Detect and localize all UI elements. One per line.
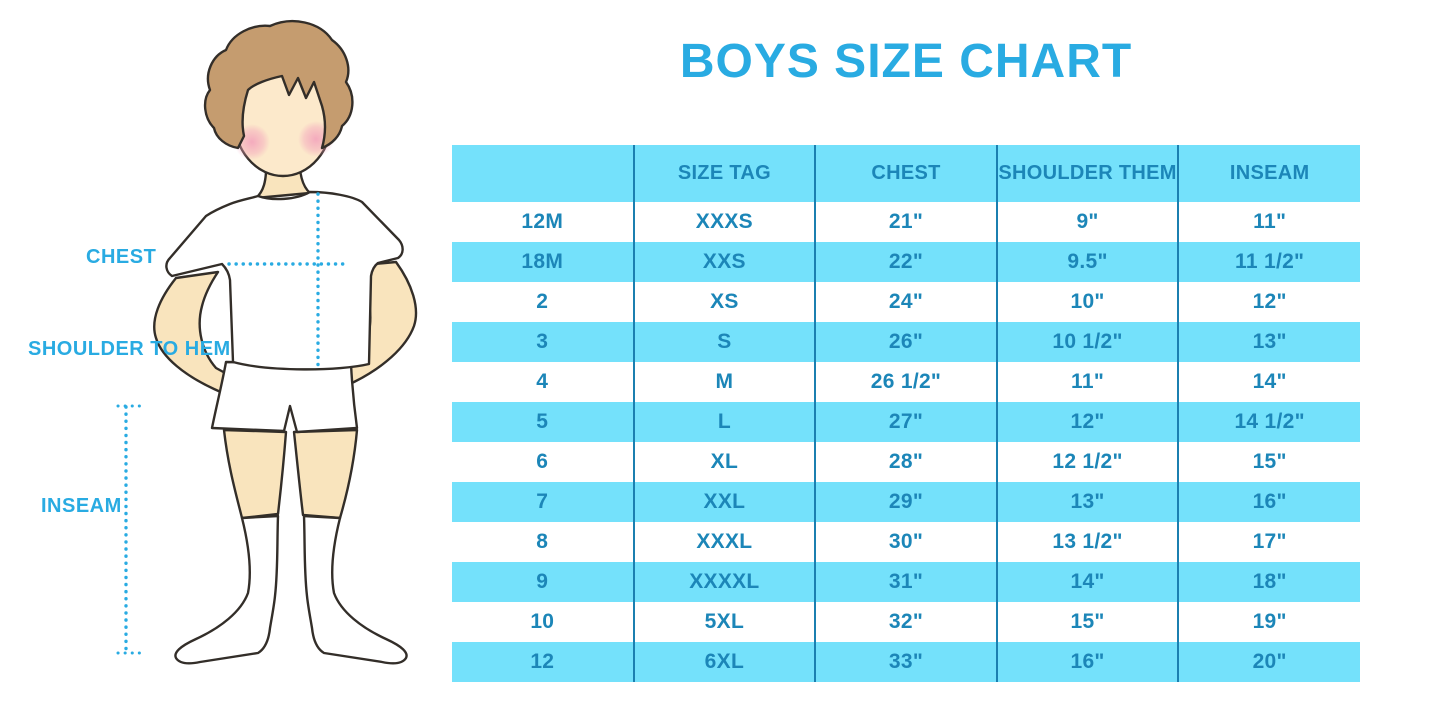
table-cell: 26" (814, 322, 997, 362)
table-row: 9 XXXXL 31" 14" 18" (452, 562, 1360, 602)
table-cell: 14" (995, 562, 1179, 602)
table-row: 10 5XL 32" 15" 19" (452, 602, 1360, 642)
table-cell: 9" (995, 202, 1179, 242)
table-cell: 10 1/2" (995, 322, 1179, 362)
table-cell: 17" (1177, 522, 1360, 562)
boy-right-leg (292, 428, 359, 520)
table-cell: M (632, 362, 816, 402)
table-row: 8 XXXL 30" 13 1/2" 17" (452, 522, 1360, 562)
table-cell: 4 (536, 370, 549, 393)
table-cell: 33" (814, 642, 997, 682)
table-row: 7 XXL 29" 13" 16" (452, 482, 1360, 522)
table-cell: 12" (1177, 282, 1360, 322)
column-header: INSEAM (1177, 145, 1360, 202)
table-cell: 16" (1177, 482, 1360, 522)
column-header: SHOULDER THEM (995, 145, 1179, 202)
table-cell: XXXXL (632, 562, 816, 602)
table-cell: 12M (521, 210, 564, 233)
table-row: 18M XXS 22" 9.5" 11 1/2" (452, 242, 1360, 282)
table-cell: 18" (1177, 562, 1360, 602)
table-cell: XXXL (632, 522, 816, 562)
boy-measurement-illustration (116, 19, 418, 665)
table-cell: 15" (1177, 442, 1360, 482)
table-cell: XXS (632, 242, 816, 282)
table-cell: 21" (814, 202, 997, 242)
boy-right-sock (302, 514, 408, 665)
table-cell: 32" (814, 602, 997, 642)
table-row: 2 XS 24" 10" 12" (452, 282, 1360, 322)
table-row: 3 S 26" 10 1/2" 13" (452, 322, 1360, 362)
table-cell: XS (632, 282, 816, 322)
table-cell: 5 (452, 402, 634, 442)
header-row: SIZE TAG CHEST SHOULDER THEM INSEAM (452, 145, 1360, 202)
table-cell: 28" (814, 442, 997, 482)
table-cell: 11 1/2" (1177, 242, 1360, 282)
table-row: 12 6XL 33" 16" 20" (452, 642, 1360, 682)
boy-shorts (210, 360, 359, 434)
page-title: BOYS SIZE CHART (679, 35, 1133, 88)
boy-left-sock (174, 514, 280, 665)
boy-left-leg (222, 428, 288, 520)
table-cell: 10" (995, 282, 1179, 322)
boy-hair (203, 19, 354, 150)
table-cell: S (632, 322, 816, 362)
table-row: 4 M 26 1/2" 11" 14" (452, 362, 1360, 402)
table-cell: 13" (1177, 322, 1360, 362)
table-cell: 29" (814, 482, 997, 522)
shoulder-to-hem-label: SHOULDER TO HEM (28, 338, 231, 360)
inseam-label: INSEAM (41, 495, 122, 517)
table-cell: 19" (1177, 602, 1360, 642)
table-cell: 13" (995, 482, 1179, 522)
table-cell: 6XL (632, 642, 816, 682)
column-header: SIZE TAG (632, 145, 816, 202)
table-cell: 11" (1177, 202, 1360, 242)
table-row: 6 XL 28" 12 1/2" 15" (452, 442, 1360, 482)
table-cell: 11" (995, 362, 1179, 402)
table-row: 12M XXXS 21" 9" 11" (452, 202, 1360, 242)
table-cell: 7 (452, 482, 634, 522)
size-chart-table: SIZE TAG CHEST SHOULDER THEM INSEAM 12M XXXS 2… (452, 145, 1360, 682)
table-cell: 15" (995, 602, 1179, 642)
table-cell: 10 (530, 610, 555, 633)
boy-shirt (165, 190, 404, 371)
table-cell: 27" (814, 402, 997, 442)
chest-label: CHEST (86, 246, 157, 268)
table-cell: 3 (452, 322, 634, 362)
table-cell: XL (632, 442, 816, 482)
table-cell: 9 (452, 562, 634, 602)
table-cell: 26 1/2" (814, 362, 997, 402)
table-cell: 6 (536, 450, 549, 473)
table-cell: 22" (814, 242, 997, 282)
table-cell: 14 1/2" (1177, 402, 1360, 442)
table-cell: 13 1/2" (995, 522, 1179, 562)
table-cell: 9.5" (995, 242, 1179, 282)
column-header: CHEST (814, 145, 997, 202)
table-cell: 20" (1177, 642, 1360, 682)
table-cell: XXL (632, 482, 816, 522)
table-cell: XXXS (632, 202, 816, 242)
table-row: 5 L 27" 12" 14 1/2" (452, 402, 1360, 442)
column-header (452, 145, 634, 202)
table-cell: 24" (814, 282, 997, 322)
table-cell: 12 (452, 642, 634, 682)
table-cell: 30" (814, 522, 997, 562)
table-cell: 2 (536, 290, 549, 313)
table-cell: L (632, 402, 816, 442)
table-cell: 8 (536, 530, 549, 553)
table-cell: 5XL (632, 602, 816, 642)
table-cell: 14" (1177, 362, 1360, 402)
table-cell: 12 1/2" (995, 442, 1179, 482)
table-cell: 16" (995, 642, 1179, 682)
table-cell: 31" (814, 562, 997, 602)
table-cell: 12" (995, 402, 1179, 442)
table-cell: 18M (452, 242, 634, 282)
